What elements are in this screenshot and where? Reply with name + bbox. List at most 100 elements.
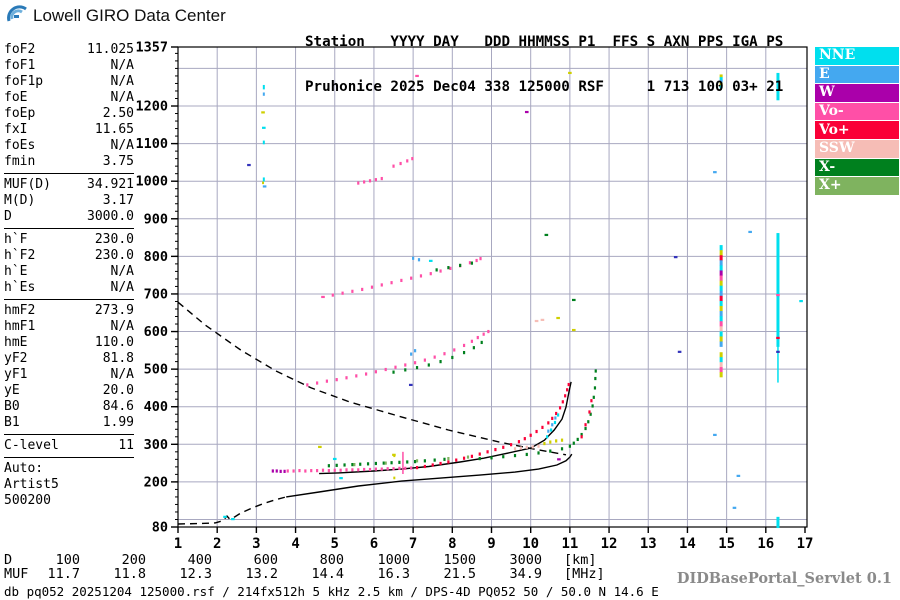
x-axis-label: 8 (448, 536, 456, 552)
trace-F-1hop-Vo+ (558, 406, 562, 410)
trace-F-2hop-Vo- (423, 358, 426, 362)
distance-value: 100 (55, 552, 80, 568)
y-axis-label: 700 (144, 286, 168, 302)
param-value: 2.50 (102, 106, 134, 121)
trace-F-2hop-Vo- (470, 339, 474, 343)
legend-label: SSW (819, 140, 855, 157)
param-value: 230.0 (94, 248, 134, 263)
trace-F-2hop-Vo- (345, 376, 348, 380)
trace-F-1hop-Vo- (392, 467, 395, 471)
param-value: N/A (110, 280, 134, 295)
trace-F-2hop-Vo- (394, 365, 397, 369)
trace-F-1hop-W (279, 469, 282, 473)
trace-F-2hop-X- (415, 366, 419, 370)
y-axis-label: 1100 (135, 136, 168, 152)
trace-F-4hop-Vo- (399, 161, 402, 166)
scatter-echo (556, 316, 560, 320)
legend-label: X- (819, 158, 836, 175)
y-axis-label: 1200 (135, 99, 168, 115)
param-row-hf2: h`F2 230.0 (4, 248, 134, 264)
distance-value: 400 (187, 552, 212, 568)
trace-F-1hop-Vo+ (439, 461, 442, 466)
trace-F-1hop-W (271, 469, 274, 473)
scatter-echo (262, 126, 266, 129)
trace-F-2hop-Vo- (404, 363, 407, 367)
scatter-echo (776, 336, 780, 340)
distance-value: 1000 (377, 552, 410, 568)
param-row-foe: foE N/A (4, 90, 134, 106)
trace-F-1hop-W (275, 469, 278, 473)
trace-F-1hop-Vo+ (423, 464, 426, 469)
trace-F-1hop-cyan (557, 413, 560, 417)
panel-divider (4, 299, 134, 300)
legend-item-e: E (815, 65, 899, 84)
trace-F-1hop-X-flat (382, 461, 385, 465)
trace-F-1hop-Vo+ (470, 454, 474, 458)
spread-strip (719, 331, 723, 337)
param-value: N/A (110, 74, 134, 89)
muf-value: 16.3 (377, 566, 410, 582)
scatter-echo (571, 328, 576, 332)
trace-F-1hop-Vo+ (547, 421, 550, 425)
spread-strip (262, 92, 265, 96)
trace-F-1hop-X-steep (587, 420, 590, 424)
param-value: 11 (118, 438, 134, 453)
param-label: B1 (4, 415, 20, 430)
trace-F-1hop-X-flat (374, 461, 377, 466)
muf-row: MUF 11.7 11.8 12.3 13.2 14.4 16.3 21.5 34.9 [MHz] (4, 567, 605, 581)
trace-F-1hop-X-steep (549, 449, 552, 453)
logo-text: Lowell GIRO Data Center (33, 6, 226, 25)
trace-F-1hop-X-flat (406, 460, 409, 464)
trace-F-1hop-cyan (546, 435, 549, 439)
curve-profile-measured (286, 453, 573, 498)
trace-F-2hop-Vo- (482, 332, 485, 336)
param-row-d: D 3000.0 (4, 209, 134, 225)
spread-strip (776, 233, 780, 347)
legend-label: Vo- (819, 103, 844, 120)
param-label: foF1p (4, 74, 44, 89)
x-axis-label: 17 (797, 536, 814, 552)
trace-F-2hop-X- (462, 350, 466, 355)
trace-F-2hop-Vo- (413, 361, 417, 365)
param-value: 84.6 (102, 399, 134, 414)
trace-F-2hop-Vo- (374, 370, 377, 374)
scatter-echo (748, 230, 752, 234)
param-row-auto: Auto: (4, 461, 134, 477)
param-value: 1.99 (102, 415, 134, 430)
trace-F-1hop-X+ (384, 461, 387, 465)
param-label: M(D) (4, 193, 36, 208)
y-axis-label: 1000 (135, 174, 168, 190)
trace-F-2hop-X- (472, 346, 475, 350)
muf-label: MUF (4, 566, 29, 582)
station-header: Station YYYY DAY DDD HHMMSS P1 FFS S AXN… (305, 5, 783, 110)
muf-value: 11.7 (47, 566, 80, 582)
scatter-echo (544, 233, 549, 237)
trace-F-3hop-X- (470, 261, 474, 265)
trace-F-1hop-Vo- (298, 469, 301, 473)
muf-value: 34.9 (509, 566, 542, 582)
muf-value: 21.5 (443, 566, 476, 582)
trace-F-2hop-Vo- (306, 383, 309, 387)
scatter-echo (247, 163, 251, 167)
param-row-ye: yE 20.0 (4, 383, 134, 399)
trace-F-2hop-Vo- (443, 352, 446, 356)
param-row-hmf2: hmF2 273.9 (4, 303, 134, 319)
param-row-fof2: foF2 11.025 (4, 42, 134, 58)
trace-F-3hop-X- (459, 263, 462, 267)
spread-strip (262, 140, 265, 145)
trace-F-1hop-X-flat (443, 457, 446, 461)
spread-strip (719, 79, 723, 83)
trace-F-3hop-Vo- (361, 287, 364, 292)
distance-value: 800 (319, 552, 344, 568)
curve-otrace-fit (319, 381, 572, 475)
scatter-echo (568, 71, 572, 75)
trace-F-1hop-X+ (447, 456, 450, 461)
param-row-yf2: yF2 81.8 (4, 351, 134, 367)
trace-F-1hop-X-steep (513, 453, 517, 458)
param-row-foep: foEp 2.50 (4, 106, 134, 122)
scatter-echo (261, 111, 265, 114)
trace-F-3hop-Vo- (429, 272, 432, 276)
spread-strip (719, 295, 723, 302)
direction-legend: NNE E W Vo- Vo+ SSW X- X+ (815, 47, 899, 196)
legend-label: E (819, 65, 830, 82)
